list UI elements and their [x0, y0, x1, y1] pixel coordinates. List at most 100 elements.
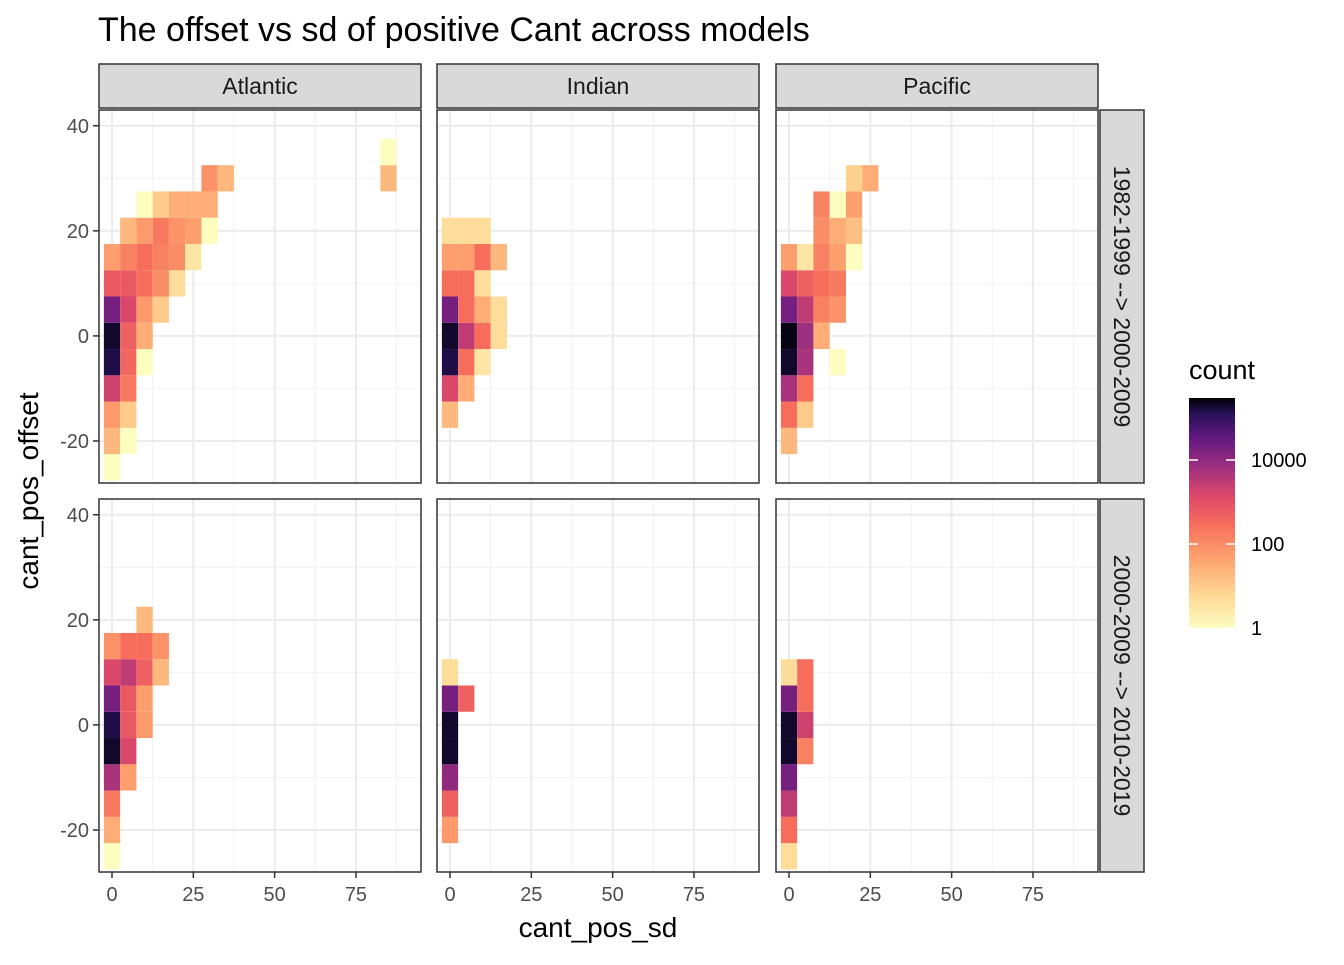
heatmap-tile [136, 349, 153, 376]
legend-colorbar [1189, 398, 1235, 628]
heatmap-tile [813, 217, 830, 244]
panel-background [776, 499, 1098, 872]
heatmap-tile [136, 270, 153, 297]
heatmap-tile [103, 790, 121, 817]
x-tick-label: 25 [520, 884, 542, 906]
x-tick-label: 0 [444, 884, 455, 906]
heatmap-tile [845, 165, 863, 192]
heatmap-tile [780, 375, 798, 402]
heatmap-tile [797, 375, 814, 402]
strip-atlantic [98, 63, 422, 109]
heatmap-tile [441, 711, 459, 739]
heatmap-tile [474, 270, 491, 297]
heatmap-tile [797, 711, 814, 739]
heatmap-tile [797, 685, 814, 712]
heatmap-tile [780, 270, 798, 297]
heatmap-tile [490, 243, 507, 271]
heatmap-tile [441, 243, 459, 271]
heatmap-tile [103, 375, 121, 402]
panel-atlantic-row2: -20 0 20 40 0 25 50 75 [60, 498, 422, 906]
heatmap-tile [780, 738, 798, 765]
heatmap-tile [845, 191, 863, 218]
heatmap-tile [136, 606, 153, 633]
heatmap-tile [829, 217, 846, 244]
x-axis-title: cant_pos_sd [519, 912, 678, 943]
heatmap-tile [185, 191, 202, 218]
heatmap-tile [201, 217, 218, 244]
heatmap-tile [136, 685, 153, 712]
heatmap-tile [217, 165, 234, 192]
chart-title: The offset vs sd of positive Cant across… [98, 11, 810, 49]
heatmap-tile [120, 764, 137, 791]
heatmap-tile [780, 764, 798, 791]
heatmap-tile [120, 401, 137, 428]
panel-pacific-row1 [775, 109, 1099, 484]
strip-pacific [775, 63, 1099, 109]
heatmap-tile [152, 217, 169, 244]
heatmap-tile [862, 165, 879, 192]
row-strip-1 [1099, 109, 1145, 484]
heatmap-tile [780, 659, 798, 686]
heatmap-tile [136, 191, 153, 218]
heatmap-tile [136, 711, 153, 739]
heatmap-tile [136, 659, 153, 686]
heatmap-tile [780, 685, 798, 712]
heatmap-tile [120, 296, 137, 323]
panel-border [775, 109, 1099, 484]
heatmap-tile [829, 191, 846, 218]
heatmap-tile [120, 322, 137, 350]
heatmap-tile [441, 685, 459, 712]
row-strip-label-2: 2000-2009 --> 2010-2019 [1109, 555, 1135, 817]
heatmap-tile [780, 349, 798, 376]
x-tick-label: 25 [182, 884, 204, 906]
heatmap-tile [441, 296, 459, 323]
heatmap-tile [490, 296, 507, 323]
heatmap-tile [103, 685, 121, 712]
heatmap-tile [120, 349, 137, 376]
panel-border [436, 109, 760, 484]
heatmap-tile [474, 296, 491, 323]
heatmap-tile [458, 270, 475, 297]
heatmap-tile [103, 349, 121, 376]
heatmap-tile [103, 659, 121, 686]
row-strip-label-1: 1982-1999 --> 2000-2009 [1109, 166, 1135, 428]
heatmap-tile [474, 349, 491, 376]
heatmap-tile [458, 322, 475, 350]
heatmap-tile [185, 243, 202, 271]
heatmap-tile [441, 790, 459, 817]
heatmap-tile [458, 243, 475, 271]
heatmap-tile [152, 632, 169, 660]
heatmap-tile [797, 659, 814, 686]
legend-break-label: 10000 [1251, 450, 1307, 472]
heatmap-tile [168, 270, 186, 297]
heatmap-tile [136, 296, 153, 323]
legend-break-label: 100 [1251, 534, 1284, 556]
heatmap-tile [797, 738, 814, 765]
heatmap-tile [103, 243, 121, 271]
heatmap-tile [120, 375, 137, 402]
panel-background [437, 499, 759, 872]
heatmap-tile [103, 454, 121, 481]
heatmap-tile [380, 138, 397, 166]
heatmap-tile [813, 270, 830, 297]
heatmap-tile [103, 711, 121, 739]
y-tick-label: -20 [60, 431, 89, 453]
heatmap-tile [152, 659, 169, 686]
heatmap-tile [474, 243, 491, 271]
heatmap-tile [441, 349, 459, 376]
heatmap-tile [152, 243, 169, 271]
heatmap-tile [780, 296, 798, 323]
heatmap-tile [490, 322, 507, 350]
heatmap-tile [441, 816, 459, 844]
heatmap-tile [103, 816, 121, 844]
heatmap-tile [441, 401, 459, 428]
heatmap-tile [780, 322, 798, 350]
heatmap-tile [458, 296, 475, 323]
heatmap-tile [185, 217, 202, 244]
x-tick-label: 75 [1022, 884, 1044, 906]
heatmap-tile [136, 243, 153, 271]
heatmap-tile [120, 659, 137, 686]
heatmap-tile [168, 243, 186, 271]
heatmap-tile [136, 632, 153, 660]
heatmap-tile [152, 270, 169, 297]
